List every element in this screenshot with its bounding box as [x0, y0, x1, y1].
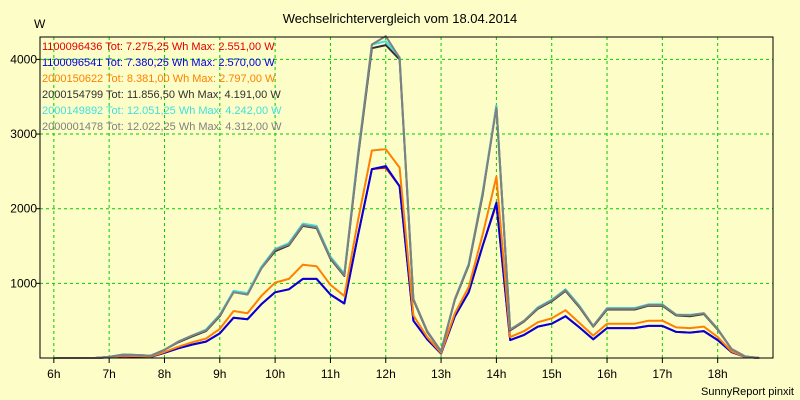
- legend-entry-2000154799: 2000154799 Tot: 11.856,50 Wh Max: 4.191,…: [42, 89, 281, 101]
- y-tick-label: 2000: [10, 202, 37, 216]
- legend-entry-1100096436: 1100096436 Tot: 7.275,25 Wh Max: 2.551,0…: [42, 41, 275, 53]
- x-tick-label: 18h: [708, 367, 728, 381]
- footer-credit: SunnyReport pinxit: [701, 386, 794, 398]
- y-axis-label: W: [34, 17, 46, 31]
- x-tick-label: 15h: [542, 367, 562, 381]
- series-line-2000001478: [53, 35, 760, 359]
- plot-frame: [39, 36, 774, 359]
- legend-entry-2000149892: 2000149892 Tot: 12.051,25 Wh Max: 4.242,…: [42, 105, 282, 117]
- x-tick-label: 10h: [265, 367, 285, 381]
- plot-area: [40, 37, 773, 358]
- chart-title: Wechselrichtervergleich vom 18.04.2014: [283, 11, 518, 26]
- x-tick-label: 9h: [213, 367, 226, 381]
- legend-entry-2000150622: 2000150622 Tot: 8.381,00 Wh Max: 2.797,0…: [42, 73, 276, 85]
- x-tick-label: 17h: [652, 367, 672, 381]
- x-tick-label: 11h: [321, 367, 340, 381]
- y-tick-label: 3000: [10, 127, 37, 141]
- legend: 1100096436 Tot: 7.275,25 Wh Max: 2.551,0…: [42, 41, 282, 133]
- grid-lines: [40, 37, 773, 358]
- series-line-2000150622: [53, 148, 760, 359]
- y-tick-label: 1000: [10, 276, 37, 290]
- legend-entry-2000001478: 2000001478 Tot: 12.022,25 Wh Max: 4.312,…: [42, 121, 282, 133]
- axis-ticks: 6h 7h 8h 9h 10h 11h 12h 13h 14h 15h 16h 17h 18h 1000 2…: [10, 52, 727, 381]
- legend-entry-1100096541: 1100096541 Tot: 7.380,25 Wh Max: 2.570,0…: [42, 57, 275, 69]
- series-group: [53, 35, 760, 359]
- x-tick-label: 13h: [431, 367, 451, 381]
- x-tick-label: 14h: [486, 367, 506, 381]
- series-line-1100096541: [53, 165, 760, 359]
- y-tick-label: 4000: [10, 52, 37, 66]
- x-tick-label: 6h: [47, 367, 60, 381]
- x-tick-label: 12h: [376, 367, 396, 381]
- x-tick-label: 8h: [158, 367, 171, 381]
- x-tick-label: 7h: [102, 367, 115, 381]
- x-tick-label: 16h: [597, 367, 617, 381]
